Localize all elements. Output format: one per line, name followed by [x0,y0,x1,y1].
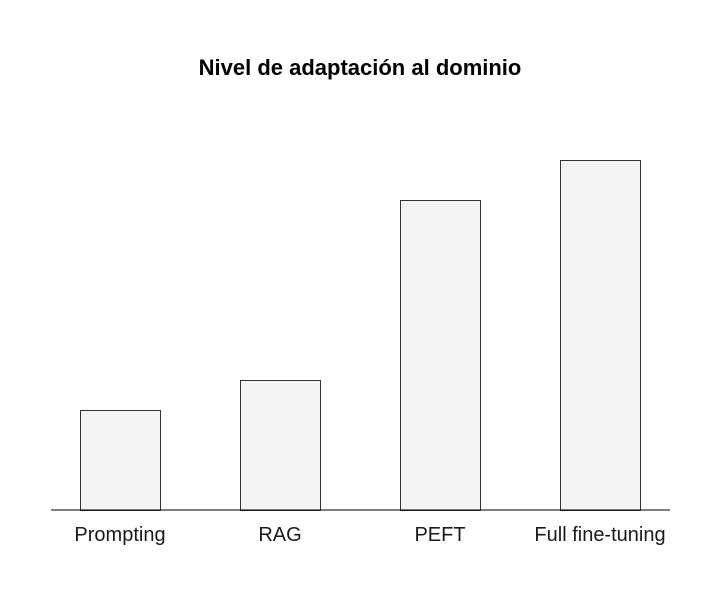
x-tick-label: RAG [258,524,301,546]
x-tick-label: Full fine-tuning [534,524,665,546]
bar-full-fine-tuning [560,160,641,511]
bars-group [80,160,641,511]
x-tick-labels: Prompting RAG PEFT Full fine-tuning [74,524,665,546]
x-tick-label: Prompting [74,524,165,546]
x-tick-label: PEFT [414,524,465,546]
bar-rag [240,380,321,511]
bar-prompting [80,410,161,511]
chart-title: Nivel de adaptación al dominio [199,55,522,80]
bar-peft [400,200,481,511]
